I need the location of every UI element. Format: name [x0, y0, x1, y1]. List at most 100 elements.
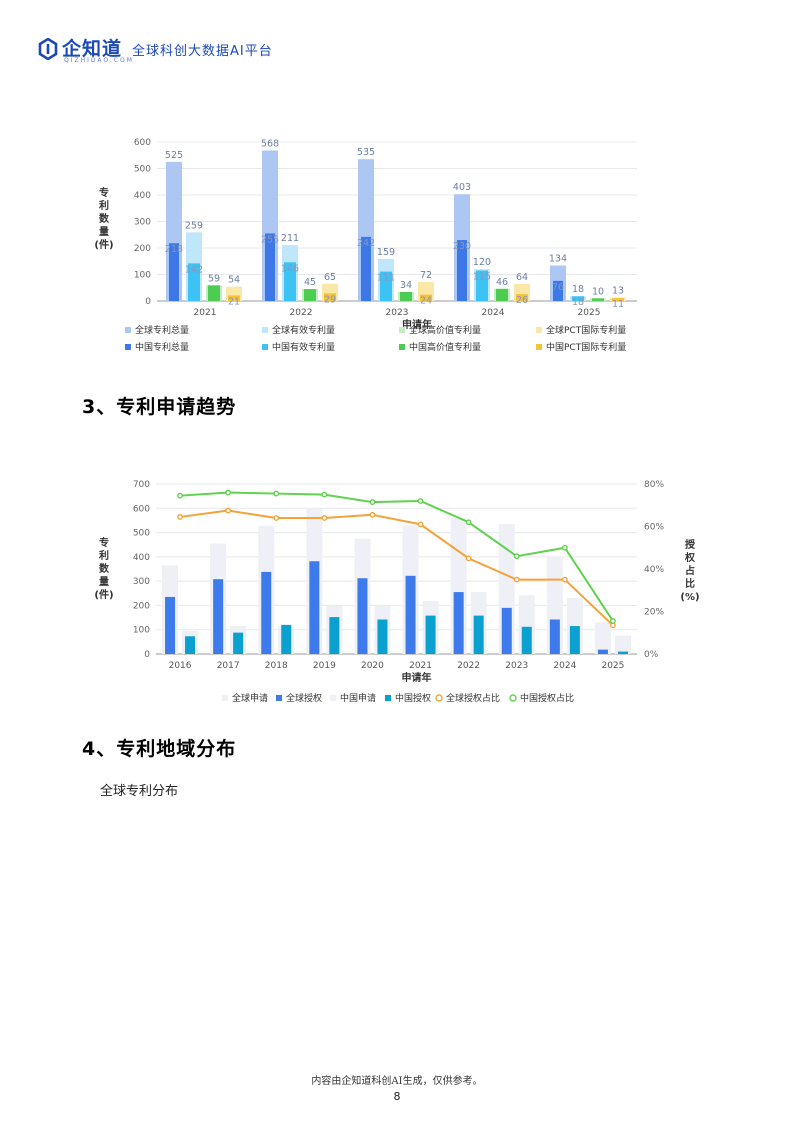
legend-swatch: [125, 327, 131, 333]
line-point: [513, 553, 520, 560]
y2-axis-label: 授: [685, 538, 696, 551]
line-point: [369, 499, 376, 505]
page-header: 企知道 全球科创大数据AI平台 QIZHIDAO.COM: [38, 36, 273, 64]
legend-swatch: [536, 344, 542, 350]
data-label: 259: [185, 220, 203, 231]
data-label: 24: [420, 296, 432, 307]
data-label: 159: [377, 247, 395, 258]
bar-cn_high: [400, 291, 412, 301]
line-point: [177, 492, 183, 499]
line-point: [417, 521, 424, 528]
logo-slogan: 全球科创大数据AI平台: [132, 43, 273, 59]
data-label: 54: [228, 275, 240, 286]
line-point: [561, 576, 568, 583]
y2-axis-label: 权: [684, 551, 696, 564]
data-label: 34: [400, 280, 412, 291]
global-distribution-subtitle: 全球专利分布: [100, 784, 179, 799]
bar-cn_valid: [476, 270, 488, 301]
bar-global-grant: [597, 649, 608, 654]
legend-swatch: [330, 695, 336, 701]
legend-label: 全球申请: [232, 692, 268, 704]
y-tick-label: 100: [133, 626, 150, 636]
bar-china-grant: [425, 615, 436, 654]
data-label: 535: [357, 147, 375, 158]
legend-swatch: [276, 695, 282, 701]
legend-swatch: [435, 694, 443, 702]
data-label: 72: [420, 270, 432, 281]
line-green_line: [179, 491, 614, 622]
y2-tick-label: 60%: [644, 523, 664, 533]
data-label: 134: [549, 253, 567, 264]
x-tick-label: 2020: [361, 661, 384, 671]
bar-global-grant: [405, 575, 416, 654]
data-label: 525: [165, 150, 183, 161]
bar-china-grant: [233, 632, 244, 654]
line-point: [321, 515, 328, 521]
data-label: 120: [473, 257, 491, 268]
legend-swatch: [536, 327, 542, 333]
bar-cn_total: [457, 240, 467, 301]
y2-tick-label: 80%: [644, 480, 664, 490]
y-axis-label: (件): [94, 588, 113, 601]
legend-label: 全球有效专利量: [272, 324, 335, 336]
bar-china-grant: [569, 626, 580, 654]
legend-swatch: [262, 327, 268, 333]
y-tick-label: 0: [144, 650, 150, 660]
y2-tick-label: 20%: [644, 608, 664, 618]
line-point: [610, 618, 616, 624]
y-axis-label: 专: [99, 186, 109, 199]
line-point: [273, 515, 280, 521]
data-label: 146: [281, 263, 299, 274]
y2-axis-label: 占: [685, 564, 695, 577]
x-tick-label: 2019: [313, 661, 336, 671]
y-tick-label: 500: [134, 165, 151, 175]
bar-cn_valid: [380, 271, 392, 301]
bar-global-grant: [501, 607, 512, 654]
legend-label: 中国有效专利量: [272, 341, 335, 353]
logo-domain: QIZHIDAO.COM: [64, 57, 134, 64]
legend-swatch: [222, 695, 228, 701]
data-label: 111: [377, 273, 395, 284]
data-label: 568: [261, 138, 279, 149]
y-tick-label: 400: [134, 191, 151, 201]
y2-axis-label: (%): [680, 592, 699, 603]
y-tick-label: 0: [145, 297, 151, 307]
x-axis-label: 申请年: [402, 671, 432, 684]
line-point: [273, 490, 280, 497]
bar-global-grant: [357, 578, 368, 654]
bar-china-grant: [329, 617, 340, 654]
data-label: 211: [281, 233, 299, 244]
bar-global-grant: [213, 579, 224, 654]
legend-swatch: [385, 695, 391, 701]
y2-axis-label: 比: [685, 577, 695, 590]
line-point: [177, 514, 183, 520]
legend-label: 中国高价值专利量: [409, 341, 481, 353]
bar-cn_pct: [516, 294, 528, 301]
bar-china-grant: [185, 636, 196, 654]
data-label: 142: [185, 264, 203, 275]
bar-cn_valid: [188, 263, 200, 301]
x-tick-label: 2023: [386, 308, 409, 318]
x-tick-label: 2016: [169, 661, 192, 671]
x-tick-label: 2021: [194, 308, 217, 318]
legend-label: 中国授权占比: [520, 692, 574, 704]
bar-cn_pct: [228, 295, 240, 301]
bar-china-apply: [614, 635, 631, 654]
y-axis-label: 量: [99, 575, 109, 588]
y-tick-label: 200: [134, 244, 151, 254]
x-tick-label: 2022: [290, 308, 313, 318]
bar-china-grant: [617, 651, 628, 654]
bar-cn_pct: [612, 298, 624, 301]
data-label: 255: [261, 234, 279, 245]
y-axis-label: 数: [99, 562, 110, 575]
legend-label: 中国申请: [340, 692, 376, 704]
data-label: 403: [453, 182, 471, 193]
legend-swatch: [509, 694, 517, 702]
y-tick-label: 400: [133, 553, 150, 563]
line-point: [369, 511, 376, 518]
legend-label: 中国专利总量: [135, 341, 189, 353]
legend-label: 全球高价值专利量: [409, 324, 481, 336]
y-tick-label: 300: [133, 577, 150, 587]
data-label: 46: [496, 277, 508, 288]
logo-icon: [38, 38, 58, 60]
